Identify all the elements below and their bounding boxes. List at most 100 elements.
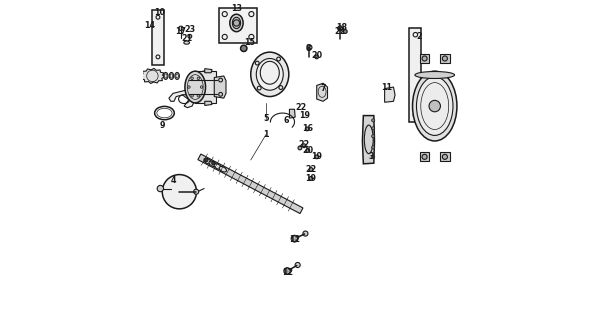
Text: 2: 2 bbox=[416, 32, 421, 41]
Text: 12: 12 bbox=[289, 236, 300, 244]
Ellipse shape bbox=[232, 17, 241, 29]
Ellipse shape bbox=[194, 71, 215, 103]
Circle shape bbox=[241, 45, 247, 52]
Ellipse shape bbox=[417, 77, 453, 135]
Circle shape bbox=[443, 56, 447, 61]
Ellipse shape bbox=[163, 72, 168, 79]
Polygon shape bbox=[205, 101, 212, 105]
Circle shape bbox=[197, 77, 200, 79]
Polygon shape bbox=[362, 116, 374, 164]
Text: 6: 6 bbox=[283, 116, 289, 125]
Bar bbox=[420, 152, 429, 161]
Polygon shape bbox=[289, 109, 295, 118]
Text: 16: 16 bbox=[302, 124, 313, 133]
Circle shape bbox=[212, 162, 215, 165]
Polygon shape bbox=[198, 154, 303, 213]
Ellipse shape bbox=[256, 59, 283, 90]
Text: 17: 17 bbox=[175, 27, 186, 36]
Text: 22: 22 bbox=[298, 140, 310, 149]
Circle shape bbox=[315, 155, 318, 159]
Polygon shape bbox=[195, 71, 216, 103]
Circle shape bbox=[422, 56, 427, 61]
Text: 21: 21 bbox=[182, 34, 193, 43]
Text: 13: 13 bbox=[231, 4, 242, 13]
Circle shape bbox=[291, 236, 298, 242]
Ellipse shape bbox=[214, 164, 221, 169]
Text: 11: 11 bbox=[382, 83, 393, 92]
Text: 22: 22 bbox=[295, 103, 306, 112]
Circle shape bbox=[371, 135, 375, 138]
Circle shape bbox=[178, 26, 183, 31]
Ellipse shape bbox=[185, 71, 206, 103]
Circle shape bbox=[191, 77, 194, 79]
Text: 3: 3 bbox=[368, 152, 374, 161]
Circle shape bbox=[284, 268, 291, 274]
Circle shape bbox=[305, 127, 309, 131]
Polygon shape bbox=[140, 68, 165, 84]
Text: 23: 23 bbox=[185, 25, 195, 35]
Text: 19: 19 bbox=[299, 111, 310, 120]
Circle shape bbox=[295, 262, 300, 268]
Circle shape bbox=[315, 55, 318, 59]
Text: 20: 20 bbox=[302, 146, 314, 155]
Text: 5: 5 bbox=[264, 114, 269, 123]
Circle shape bbox=[422, 154, 427, 159]
Text: 22: 22 bbox=[305, 165, 317, 174]
Circle shape bbox=[371, 155, 375, 158]
Circle shape bbox=[309, 168, 313, 172]
Ellipse shape bbox=[251, 52, 289, 97]
Polygon shape bbox=[409, 28, 421, 122]
Text: 18: 18 bbox=[336, 23, 348, 32]
Polygon shape bbox=[214, 76, 226, 98]
Text: 19: 19 bbox=[311, 152, 322, 161]
Circle shape bbox=[371, 127, 375, 130]
Circle shape bbox=[191, 95, 194, 97]
Circle shape bbox=[343, 30, 347, 33]
Circle shape bbox=[303, 231, 308, 236]
Ellipse shape bbox=[412, 71, 457, 141]
Ellipse shape bbox=[169, 72, 174, 79]
Polygon shape bbox=[385, 87, 395, 102]
Polygon shape bbox=[205, 69, 212, 73]
Circle shape bbox=[162, 175, 197, 209]
Circle shape bbox=[302, 144, 306, 148]
Circle shape bbox=[188, 86, 190, 88]
Text: 1: 1 bbox=[264, 130, 269, 139]
Text: 9: 9 bbox=[160, 121, 165, 130]
Circle shape bbox=[338, 26, 343, 31]
Text: 12: 12 bbox=[283, 268, 294, 277]
Text: 20: 20 bbox=[311, 51, 322, 60]
Circle shape bbox=[194, 189, 199, 194]
Polygon shape bbox=[317, 83, 327, 101]
Polygon shape bbox=[169, 90, 195, 108]
Text: 10: 10 bbox=[154, 8, 165, 17]
Circle shape bbox=[371, 119, 375, 122]
Text: 7: 7 bbox=[321, 84, 326, 93]
Ellipse shape bbox=[415, 71, 455, 78]
Text: 8: 8 bbox=[305, 44, 311, 53]
Circle shape bbox=[188, 34, 192, 38]
Text: 4: 4 bbox=[170, 176, 176, 185]
Circle shape bbox=[429, 100, 440, 112]
Ellipse shape bbox=[175, 72, 179, 79]
Bar bbox=[440, 152, 450, 161]
Bar bbox=[420, 54, 429, 63]
Circle shape bbox=[200, 86, 203, 88]
Circle shape bbox=[197, 95, 200, 97]
Circle shape bbox=[157, 185, 163, 192]
Ellipse shape bbox=[209, 161, 216, 166]
Bar bbox=[440, 54, 450, 63]
Polygon shape bbox=[153, 10, 163, 65]
Text: 15: 15 bbox=[244, 38, 254, 47]
Ellipse shape bbox=[219, 166, 227, 172]
Ellipse shape bbox=[230, 14, 243, 32]
Circle shape bbox=[309, 177, 313, 180]
Circle shape bbox=[371, 146, 375, 149]
Circle shape bbox=[307, 45, 312, 50]
Text: 19: 19 bbox=[306, 174, 317, 183]
Circle shape bbox=[205, 158, 208, 162]
Text: 14: 14 bbox=[144, 21, 156, 30]
Ellipse shape bbox=[204, 158, 211, 164]
Ellipse shape bbox=[184, 41, 189, 44]
Circle shape bbox=[443, 154, 447, 159]
